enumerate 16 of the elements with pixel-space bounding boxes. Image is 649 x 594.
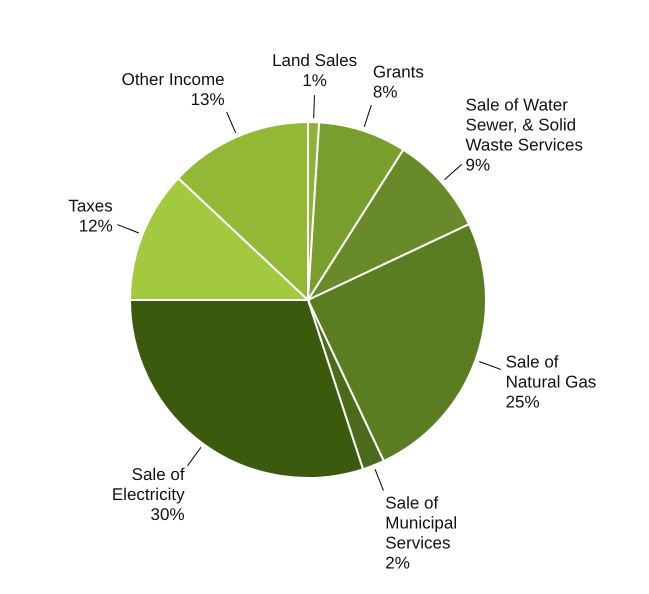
data-label: 2% [385,553,410,572]
slice-label: Sale of Municipal Services [385,493,458,552]
slice-label: Other Income [122,70,225,89]
data-label: 25% [506,392,540,412]
data-label: 8% [372,82,398,102]
data-label: 1% [302,71,327,90]
slice-label: Land Sales [272,51,358,70]
slice-label: Sale of Water Sewer, & Solid Waste Services [466,96,583,155]
slice-label: Taxes [68,196,113,216]
data-label: 12% [78,216,113,236]
slice-label: Sale of Electricity [112,465,186,504]
data-label: 13% [190,90,225,109]
data-label: 9% [466,156,490,175]
slice-label: Grants [372,62,424,82]
data-label: 30% [150,505,185,524]
slice-label: Sale of Natural Gas [506,352,596,392]
